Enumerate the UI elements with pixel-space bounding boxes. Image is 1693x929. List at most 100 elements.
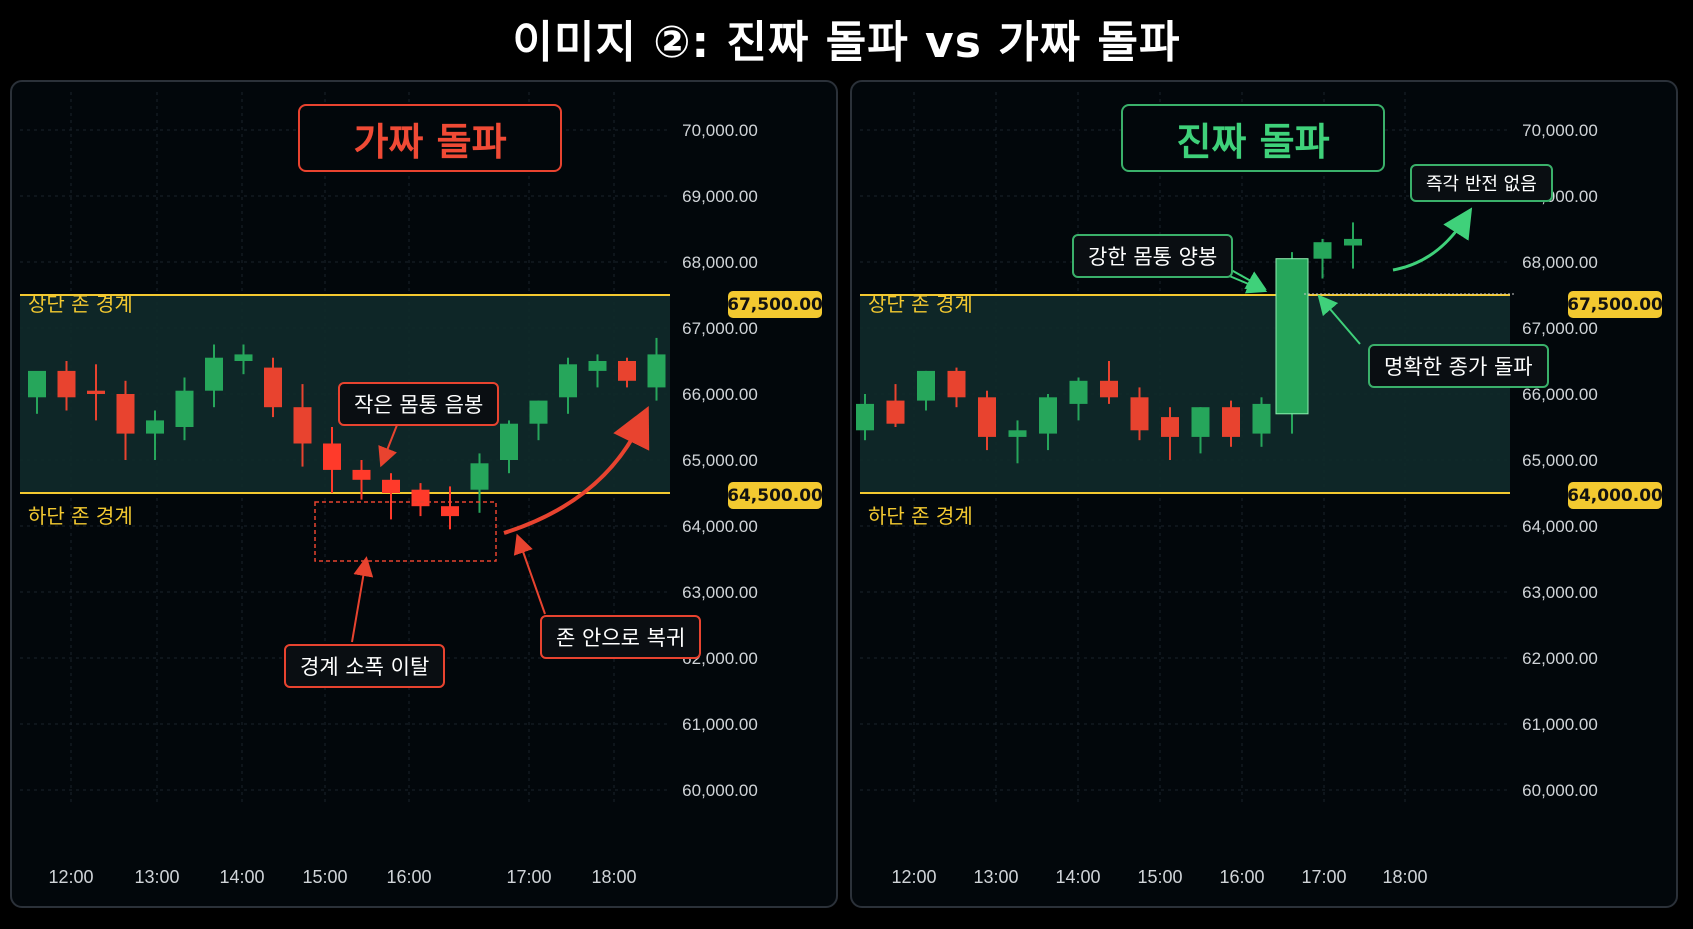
breach-highlight-box — [314, 501, 497, 562]
callout-pointer — [1317, 294, 1361, 345]
fake-breakout-chart: 70,000.00 69,000.00 68,000.00 67,000.00 66,0… — [20, 92, 758, 887]
candle-body — [529, 400, 548, 424]
lower-zone-label: 하단 존 경계 — [868, 504, 973, 528]
candle-body — [28, 370, 46, 398]
candle-body — [647, 354, 666, 388]
candle-body — [559, 364, 577, 398]
candle-body — [293, 407, 312, 444]
page-title: 이미지 ②: 진짜 돌파 vs 가짜 돌파 — [512, 17, 1181, 68]
callout-slight-breach: 경계 소폭 이탈 — [284, 644, 446, 688]
candle-body — [323, 443, 341, 470]
candle-body — [1161, 417, 1179, 437]
x-tick-label: 16:00 — [1219, 867, 1264, 887]
true-breakout-label: 진짜 돌파 — [1121, 104, 1385, 172]
candle-body — [588, 361, 607, 371]
upper-zone-price-badge: 67,500.00 — [727, 291, 823, 318]
candle-body — [205, 357, 223, 391]
candle-body — [500, 423, 518, 460]
callout-strong-bull: 강한 몸통 양봉 — [1072, 234, 1234, 278]
return-arrow — [503, 406, 650, 535]
callout-pointer — [378, 424, 398, 468]
candle-body — [1008, 430, 1027, 437]
y-tick-label: 61,000.00 — [682, 715, 758, 734]
y-tick-label: 65,000.00 — [682, 451, 758, 470]
x-tick-label: 18:00 — [1382, 867, 1427, 887]
y-tick-label: 63,000.00 — [682, 583, 758, 602]
y-tick-label: 68,000.00 — [682, 253, 758, 272]
candle-body — [1222, 407, 1240, 437]
x-tick-label: 16:00 — [386, 867, 431, 887]
x-tick-label: 14:00 — [1055, 867, 1100, 887]
candle-body — [1252, 403, 1271, 434]
lower-zone-price-badge: 64,500.00 — [727, 482, 823, 509]
x-tick-label: 13:00 — [973, 867, 1018, 887]
y-tick-label: 69,000.00 — [682, 187, 758, 206]
x-tick-label: 18:00 — [591, 867, 636, 887]
candle-body — [856, 403, 874, 431]
y-tick-label: 65,000.00 — [1522, 451, 1598, 470]
y-tick-label: 70,000.00 — [682, 121, 758, 140]
upper-zone-price-badge: 67,500.00 — [1567, 291, 1663, 318]
callout-return-zone: 존 안으로 복귀 — [540, 615, 702, 659]
candle-body — [947, 370, 966, 398]
y-tick-label: 61,000.00 — [1522, 715, 1598, 734]
fake-breakout-label: 가짜 돌파 — [298, 104, 562, 172]
candle-body — [175, 390, 194, 427]
true-breakout-panel: 70,000.00 69,000.00 68,000.00 67,000.00 66,0… — [850, 80, 1678, 908]
candle-body — [87, 390, 105, 394]
candle-body — [57, 370, 76, 398]
candle-body — [1313, 242, 1332, 259]
candle-body — [352, 469, 371, 480]
x-tick-label: 12:00 — [48, 867, 93, 887]
y-tick-label: 68,000.00 — [1522, 253, 1598, 272]
candle-body — [1275, 258, 1309, 415]
candle-body — [470, 463, 489, 490]
y-tick-label: 66,000.00 — [1522, 385, 1598, 404]
x-tick-label: 13:00 — [134, 867, 179, 887]
candle-body — [411, 489, 430, 507]
upper-zone-label: 상단 존 경계 — [868, 292, 973, 316]
callout-small-bear: 작은 몸통 음봉 — [338, 382, 500, 426]
zone-band — [860, 295, 1510, 493]
x-tick-label: 14:00 — [219, 867, 264, 887]
x-tick-label: 15:00 — [1137, 867, 1182, 887]
x-tick-label: 12:00 — [891, 867, 936, 887]
candle-body — [1130, 397, 1149, 431]
candle-body — [886, 400, 905, 424]
lower-zone-price-badge: 64,000.00 — [1567, 482, 1663, 509]
y-tick-label: 66,000.00 — [682, 385, 758, 404]
candle-body — [1191, 407, 1210, 437]
y-tick-label: 67,000.00 — [682, 319, 758, 338]
candle-body — [1100, 380, 1118, 398]
y-tick-label: 67,000.00 — [1522, 319, 1598, 338]
y-tick-label: 70,000.00 — [1522, 121, 1598, 140]
y-tick-label: 62,000.00 — [682, 649, 758, 668]
y-tick-label: 63,000.00 — [1522, 583, 1598, 602]
candle-body — [978, 397, 996, 437]
candle-body — [264, 367, 282, 408]
y-tick-label: 62,000.00 — [1522, 649, 1598, 668]
candle-body — [234, 354, 253, 361]
upper-zone-label: 상단 존 경계 — [28, 292, 133, 316]
fake-breakout-panel: 70,000.00 69,000.00 68,000.00 67,000.00 66,0… — [10, 80, 838, 908]
y-tick-label: 64,000.00 — [682, 517, 758, 536]
callout-no-reversal: 즉각 반전 없음 — [1410, 164, 1553, 202]
candle-body — [382, 479, 400, 493]
lower-zone-label: 하단 존 경계 — [28, 504, 133, 528]
x-tick-label: 17:00 — [1301, 867, 1346, 887]
candle-body — [618, 361, 636, 381]
callout-clear-close-breakout: 명확한 종가 돌파 — [1368, 344, 1549, 388]
y-tick-label: 60,000.00 — [1522, 781, 1598, 800]
true-breakout-chart: 70,000.0069,000.0068,000.0067,000.0066,0… — [856, 92, 1598, 887]
x-tick-label: 17:00 — [506, 867, 551, 887]
candle-body — [917, 370, 935, 401]
y-tick-label: 60,000.00 — [682, 781, 758, 800]
y-tick-label: 64,000.00 — [1522, 517, 1598, 536]
candle-body — [441, 506, 459, 517]
x-tick-label: 15:00 — [302, 867, 347, 887]
candle-body — [1069, 380, 1088, 404]
candle-body — [1344, 238, 1362, 246]
callout-pointer — [513, 533, 546, 615]
continuation-arrow — [1392, 207, 1473, 272]
candle-body — [1039, 397, 1057, 434]
